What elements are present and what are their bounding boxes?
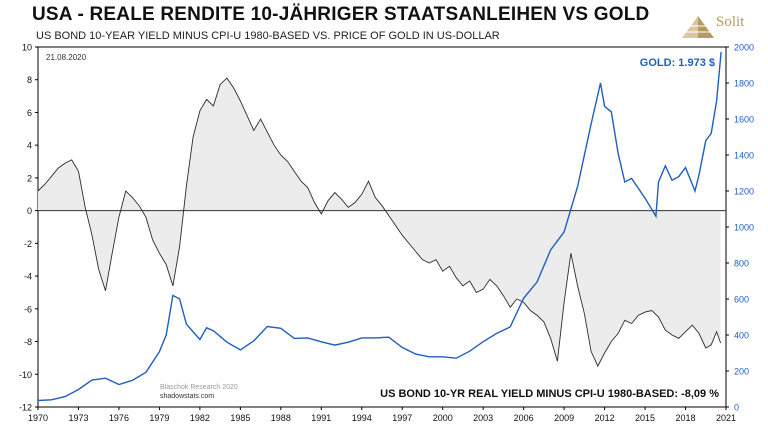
source-blaschok: Blaschok Research 2020 [160,384,238,391]
yield-value-label: US BOND 10-YR REAL YIELD MINUS CPI-U 198… [380,388,719,400]
x-tick-label: 2009 [554,413,574,423]
right-tick-label: 2000 [734,43,754,53]
right-tick-label: 1800 [734,79,754,89]
right-tick-label: 200 [734,367,749,377]
left-tick-label: 10 [22,43,32,53]
date-label: 21.08.2020 [46,53,87,62]
x-tick-label: 1997 [392,413,412,423]
x-tick-label: 1982 [190,413,210,423]
right-tick-label: 600 [734,295,749,305]
gold-value-label: GOLD: 1.973 $ [640,57,715,69]
x-tick-label: 1988 [271,413,291,423]
left-tick-label: -12 [19,403,32,413]
x-tick-label: 1985 [230,413,250,423]
x-tick-label: 1973 [68,413,88,423]
real-yield-area [38,78,721,367]
x-tick-label: 1976 [109,413,129,423]
source-shadowstats: shadowstats.com [160,393,214,400]
x-tick-label: 1994 [352,413,372,423]
left-tick-label: -10 [19,370,32,380]
left-tick-label: 4 [27,141,32,151]
right-tick-label: 1400 [734,151,754,161]
left-tick-label: 6 [27,108,32,118]
x-tick-label: 1979 [149,413,169,423]
left-tick-label: -2 [24,239,32,249]
x-tick-label: 1970 [28,413,48,423]
right-tick-label: 400 [734,331,749,341]
real-yield-line [37,77,722,368]
x-tick-label: 2018 [676,413,696,423]
left-tick-label: -4 [24,272,32,282]
left-axis: 10 8 6 4 2 0 -2 -4 -6 -8 -10 -12 [19,43,38,413]
left-tick-label: -6 [24,304,32,314]
right-tick-label: 1200 [734,187,754,197]
right-tick-label: 1000 [734,223,754,233]
x-tick-label: 2021 [716,413,736,423]
right-tick-label: 1600 [734,115,754,125]
pyramid-logo-icon [682,16,714,38]
left-tick-label: -8 [24,337,32,347]
right-tick-label: 800 [734,259,749,269]
right-tick-label: 0 [734,403,739,413]
chart-subtitle: US BOND 10-YEAR YIELD MINUS CPI-U 1980-B… [36,30,500,42]
x-tick-label: 2003 [473,413,493,423]
x-tick-label: 2015 [635,413,655,423]
x-axis: 1970 1973 1976 1979 1982 1985 1988 1991 1994 1997… [28,407,736,423]
x-tick-label: 2000 [433,413,453,423]
left-tick-label: 0 [27,206,32,216]
x-tick-label: 2006 [514,413,534,423]
left-tick-label: 2 [27,173,32,183]
gold-price-line [37,51,722,402]
x-tick-label: 2012 [595,413,615,423]
chart-title: USA - REALE RENDITE 10-JÄHRIGER STAATSAN… [32,4,650,25]
left-tick-label: 8 [27,75,32,85]
logo-text: Solit [716,14,745,30]
x-tick-label: 1991 [311,413,331,423]
